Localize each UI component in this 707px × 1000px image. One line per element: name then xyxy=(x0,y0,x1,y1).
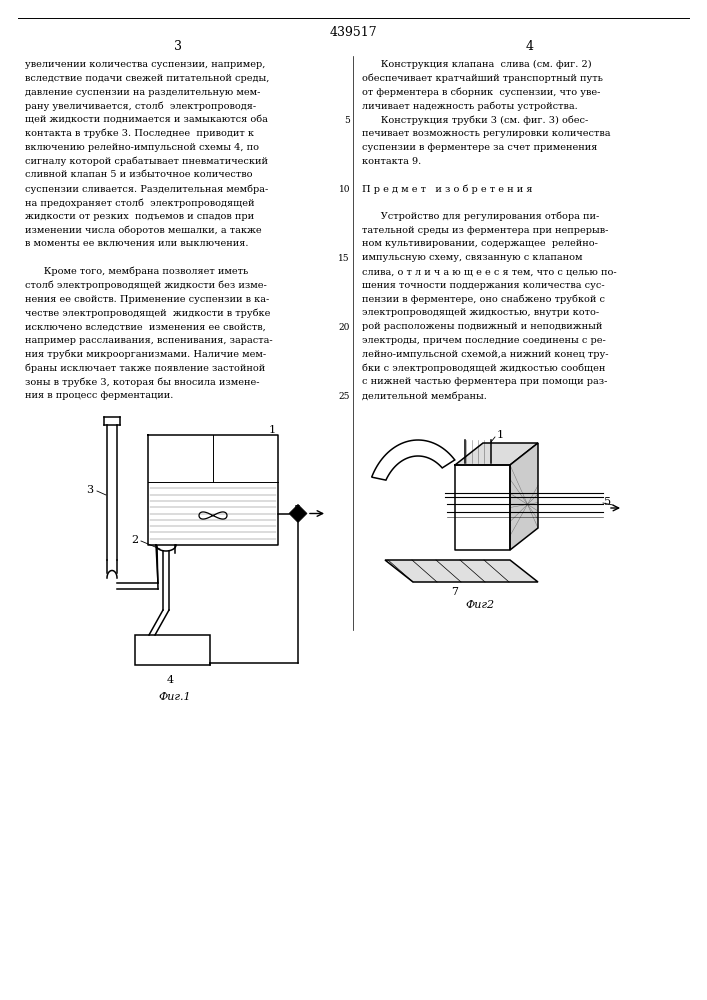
Text: 7: 7 xyxy=(452,587,459,597)
Text: честве электропроводящей  жидкости в трубке: честве электропроводящей жидкости в труб… xyxy=(25,308,270,318)
Text: щей жидкости поднимается и замыкаются оба: щей жидкости поднимается и замыкаются об… xyxy=(25,115,268,124)
Text: 1: 1 xyxy=(269,425,276,435)
Text: 10: 10 xyxy=(339,185,350,194)
Text: бки с электропроводящей жидкостью сообщен: бки с электропроводящей жидкостью сообще… xyxy=(362,364,605,373)
Polygon shape xyxy=(298,504,307,522)
Text: Фиг.1: Фиг.1 xyxy=(158,692,192,702)
Text: 5: 5 xyxy=(604,497,612,507)
Text: сливной клапан 5 и избыточное количество: сливной клапан 5 и избыточное количество xyxy=(25,170,252,179)
Text: 5: 5 xyxy=(294,505,302,515)
Text: изменении числа оборотов мешалки, а также: изменении числа оборотов мешалки, а такж… xyxy=(25,226,262,235)
Text: лейно-импульсной схемой,а нижний конец тру-: лейно-импульсной схемой,а нижний конец т… xyxy=(362,350,609,359)
Text: слива, о т л и ч а ю щ е е с я тем, что с целью по-: слива, о т л и ч а ю щ е е с я тем, что … xyxy=(362,267,617,276)
Text: 4: 4 xyxy=(166,675,173,685)
Text: Устройство для регулирования отбора пи-: Устройство для регулирования отбора пи- xyxy=(362,212,600,221)
Text: обеспечивает кратчайший транспортный путь: обеспечивает кратчайший транспортный пут… xyxy=(362,74,603,83)
Text: 1: 1 xyxy=(496,430,503,440)
Text: Конструкция трубки 3 (см. фиг. 3) обес-: Конструкция трубки 3 (см. фиг. 3) обес- xyxy=(362,115,588,125)
Text: Конструкция клапана  слива (см. фиг. 2): Конструкция клапана слива (см. фиг. 2) xyxy=(362,60,592,69)
Text: импульсную схему, связанную с клапаном: импульсную схему, связанную с клапаном xyxy=(362,253,583,262)
Text: включению релейно-импульсной схемы 4, по: включению релейно-импульсной схемы 4, по xyxy=(25,143,259,152)
Text: суспензии в ферментере за счет применения: суспензии в ферментере за счет применени… xyxy=(362,143,597,152)
Text: делительной мембраны.: делительной мембраны. xyxy=(362,391,487,401)
Text: в моменты ее включения или выключения.: в моменты ее включения или выключения. xyxy=(25,239,248,248)
Text: 15: 15 xyxy=(339,254,350,263)
Text: исключено вследствие  изменения ее свойств,: исключено вследствие изменения ее свойст… xyxy=(25,322,266,331)
Text: 2: 2 xyxy=(132,535,139,545)
Text: электроды, причем последние соединены с ре-: электроды, причем последние соединены с … xyxy=(362,336,606,345)
Text: личивает надежность работы устройства.: личивает надежность работы устройства. xyxy=(362,101,578,111)
Text: шения точности поддержания количества сус-: шения точности поддержания количества су… xyxy=(362,281,604,290)
Text: давление суспензии на разделительную мем-: давление суспензии на разделительную мем… xyxy=(25,88,260,97)
Text: печивает возможность регулировки количества: печивает возможность регулировки количес… xyxy=(362,129,611,138)
Text: контакта в трубке 3. Последнее  приводит к: контакта в трубке 3. Последнее приводит … xyxy=(25,129,254,138)
Text: жидкости от резких  подъемов и спадов при: жидкости от резких подъемов и спадов при xyxy=(25,212,254,221)
Text: П р е д м е т   и з о б р е т е н и я: П р е д м е т и з о б р е т е н и я xyxy=(362,184,532,194)
Text: увеличении количества суспензии, например,: увеличении количества суспензии, наприме… xyxy=(25,60,265,69)
Text: суспензии сливается. Разделительная мембра-: суспензии сливается. Разделительная мемб… xyxy=(25,184,268,194)
Text: тательной среды из ферментера при непрерыв-: тательной среды из ферментера при непрер… xyxy=(362,226,609,235)
Text: 25: 25 xyxy=(339,392,350,401)
Text: 439517: 439517 xyxy=(329,26,377,39)
Text: 4: 4 xyxy=(526,40,534,53)
Text: 3: 3 xyxy=(174,40,182,53)
Polygon shape xyxy=(289,504,298,522)
Bar xyxy=(135,635,210,665)
Text: электропроводящей жидкостью, внутри кото-: электропроводящей жидкостью, внутри кото… xyxy=(362,308,599,317)
Text: с нижней частью ферментера при помощи раз-: с нижней частью ферментера при помощи ра… xyxy=(362,377,607,386)
Text: Фиг2: Фиг2 xyxy=(465,600,495,610)
Polygon shape xyxy=(455,443,538,465)
Text: ния в процесс ферментации.: ния в процесс ферментации. xyxy=(25,391,173,400)
Text: 5: 5 xyxy=(344,116,350,125)
Text: на предохраняет столб  электропроводящей: на предохраняет столб электропроводящей xyxy=(25,198,255,208)
Text: от ферментера в сборник  суспензии, что уве-: от ферментера в сборник суспензии, что у… xyxy=(362,88,600,97)
Text: столб электропроводящей жидкости без изме-: столб электропроводящей жидкости без изм… xyxy=(25,281,267,290)
Text: контакта 9.: контакта 9. xyxy=(362,157,421,166)
Polygon shape xyxy=(510,443,538,550)
Text: сигналу которой срабатывает пневматический: сигналу которой срабатывает пневматическ… xyxy=(25,157,268,166)
Text: Кроме того, мембрана позволяет иметь: Кроме того, мембрана позволяет иметь xyxy=(25,267,248,276)
Text: браны исключает также появление застойной: браны исключает также появление застойно… xyxy=(25,364,265,373)
Polygon shape xyxy=(385,560,538,582)
Text: зоны в трубке 3, которая бы вносила измене-: зоны в трубке 3, которая бы вносила изме… xyxy=(25,377,259,387)
Text: ном культивировании, содержащее  релейно-: ном культивировании, содержащее релейно- xyxy=(362,239,598,248)
Polygon shape xyxy=(372,440,455,480)
Text: рану увеличивается, столб  электропроводя-: рану увеличивается, столб электропроводя… xyxy=(25,101,256,111)
Text: 20: 20 xyxy=(339,323,350,332)
Text: рой расположены подвижный и неподвижный: рой расположены подвижный и неподвижный xyxy=(362,322,602,331)
Text: пензии в ферментере, оно снабжено трубкой с: пензии в ферментере, оно снабжено трубко… xyxy=(362,295,605,304)
Text: вследствие подачи свежей питательной среды,: вследствие подачи свежей питательной сре… xyxy=(25,74,269,83)
Text: 3: 3 xyxy=(86,485,93,495)
Text: нения ее свойств. Применение суспензии в ка-: нения ее свойств. Применение суспензии в… xyxy=(25,295,269,304)
Text: ния трубки микроорганизмами. Наличие мем-: ния трубки микроорганизмами. Наличие мем… xyxy=(25,350,266,359)
Text: например расслаивания, вспенивания, зараста-: например расслаивания, вспенивания, зара… xyxy=(25,336,273,345)
